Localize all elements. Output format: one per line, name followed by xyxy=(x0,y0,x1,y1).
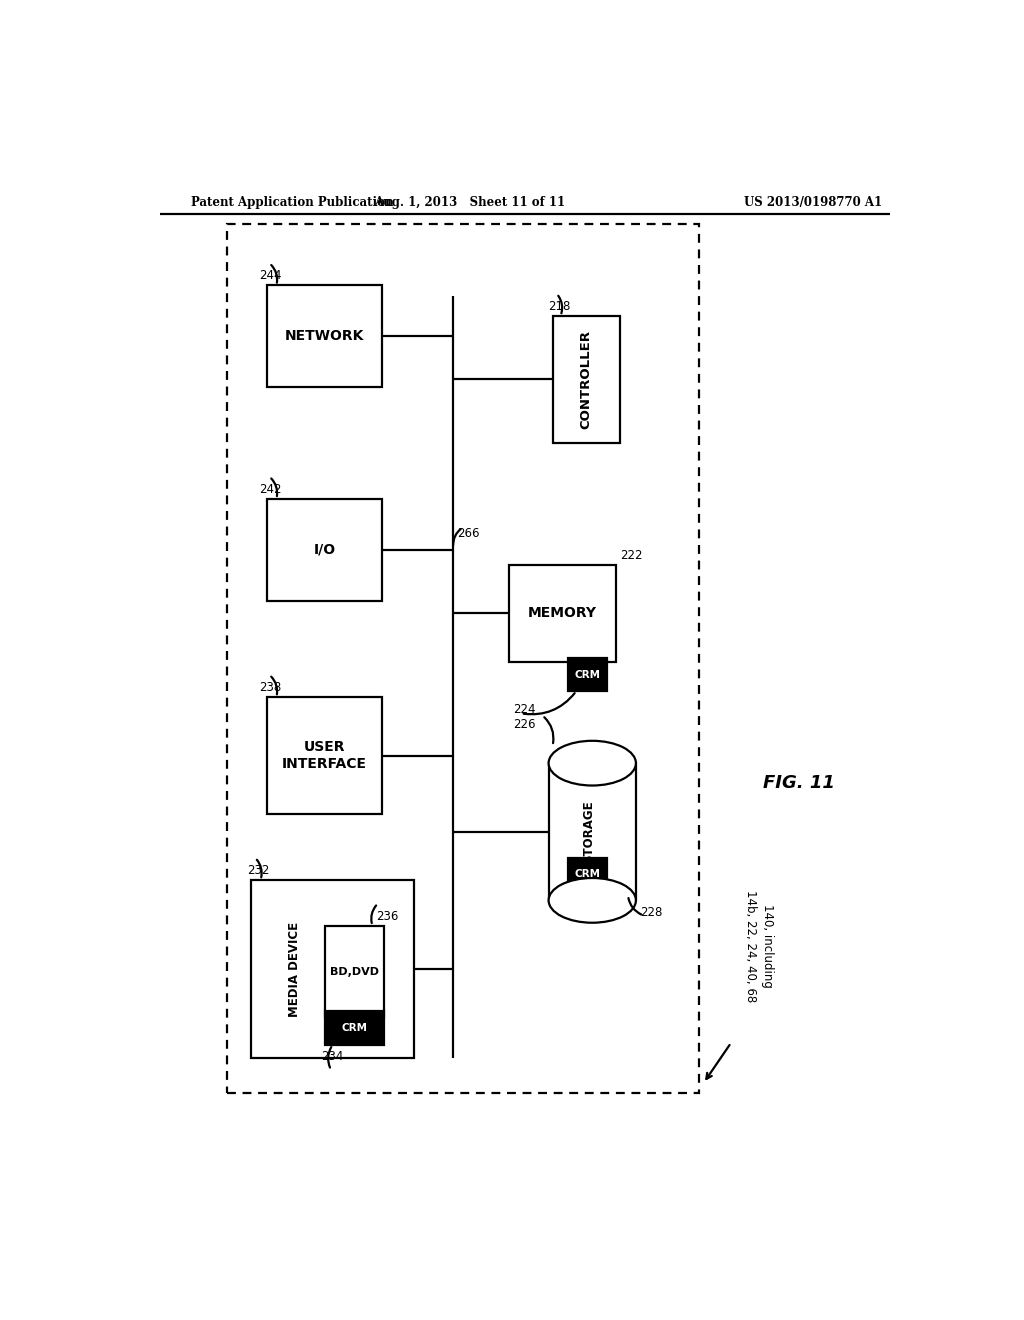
Text: CONTROLLER: CONTROLLER xyxy=(580,330,593,429)
Bar xyxy=(568,858,606,890)
Text: 238: 238 xyxy=(259,681,282,694)
Text: 266: 266 xyxy=(458,527,480,540)
Bar xyxy=(553,315,621,444)
Bar xyxy=(227,224,699,1093)
Bar xyxy=(568,659,606,690)
Text: US 2013/0198770 A1: US 2013/0198770 A1 xyxy=(743,195,882,209)
Bar xyxy=(267,499,382,601)
Text: 242: 242 xyxy=(259,483,282,496)
Text: 226: 226 xyxy=(513,718,536,731)
Text: FIG. 11: FIG. 11 xyxy=(763,775,835,792)
Bar xyxy=(549,763,636,900)
Text: MEDIA DEVICE: MEDIA DEVICE xyxy=(288,921,301,1016)
Text: Aug. 1, 2013   Sheet 11 of 11: Aug. 1, 2013 Sheet 11 of 11 xyxy=(374,195,565,209)
Text: 140, including
14b, 22, 24, 40, 68: 140, including 14b, 22, 24, 40, 68 xyxy=(743,890,774,1002)
Text: USER
INTERFACE: USER INTERFACE xyxy=(282,741,367,771)
Text: 228: 228 xyxy=(640,906,663,919)
Bar xyxy=(325,925,384,1018)
Text: 244: 244 xyxy=(259,269,282,282)
Bar xyxy=(267,697,382,814)
Text: Patent Application Publication: Patent Application Publication xyxy=(191,195,394,209)
Bar xyxy=(325,1011,384,1044)
Text: I/O: I/O xyxy=(313,543,336,557)
Bar xyxy=(267,285,382,387)
Text: CRM: CRM xyxy=(342,1023,368,1034)
Text: BD,DVD: BD,DVD xyxy=(330,966,379,977)
Text: 234: 234 xyxy=(321,1049,343,1063)
Ellipse shape xyxy=(549,741,636,785)
Text: 232: 232 xyxy=(247,865,269,876)
Text: CRM: CRM xyxy=(574,669,600,680)
Text: 218: 218 xyxy=(549,300,571,313)
Text: NETWORK: NETWORK xyxy=(285,329,365,343)
Bar xyxy=(509,565,616,661)
Ellipse shape xyxy=(549,878,636,923)
Text: 236: 236 xyxy=(377,909,398,923)
Text: MEMORY: MEMORY xyxy=(528,606,597,620)
Text: 222: 222 xyxy=(620,549,642,562)
Text: CRM: CRM xyxy=(574,869,600,879)
Text: 224: 224 xyxy=(513,704,536,717)
Text: STORAGE: STORAGE xyxy=(582,800,595,863)
Bar xyxy=(251,880,414,1057)
